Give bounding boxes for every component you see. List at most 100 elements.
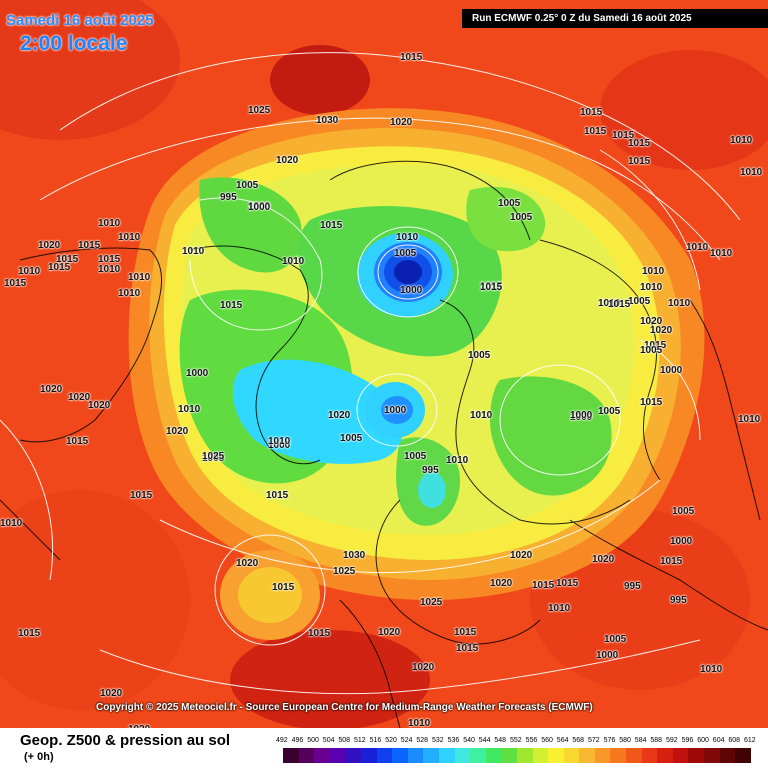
isobar-label: 1015: [98, 254, 121, 265]
colorbar-swatch: [657, 748, 673, 763]
isobar-label: 1000: [248, 201, 271, 212]
colorbar-swatch: [298, 748, 315, 763]
colorbar-swatch: [376, 748, 393, 763]
colorbar-swatch: [470, 748, 486, 763]
isobar-label: 1010: [738, 414, 761, 425]
isobar-label: 1015: [456, 643, 479, 654]
isobar-label: 1010: [118, 232, 141, 243]
map-date: Samedi 16 août 2025: [6, 12, 154, 29]
weather-map: 1015 1025 1030 1020 1020 1015 1015 1015 1015 1010…: [0, 0, 768, 728]
isobar-label: 1010: [598, 298, 621, 309]
colorbar-swatch: [516, 748, 533, 763]
isobar-label: 1025: [248, 105, 271, 116]
legend-tick-label: 536: [447, 737, 460, 744]
legend-tick-label: 528: [416, 737, 429, 744]
colorbar-swatch: [407, 748, 424, 763]
isobar-label: 1015: [628, 156, 651, 167]
legend-tick-label: 492: [276, 737, 288, 744]
isobar-label: 1020: [128, 724, 150, 728]
isobar-label: 1010: [396, 232, 419, 243]
colorbar-swatch: [360, 748, 377, 763]
isobar-label: 1015: [272, 582, 295, 593]
isobar-label: 1010: [178, 404, 201, 415]
isobar-label: 1015: [580, 107, 603, 118]
colorbar-swatch: [314, 748, 330, 763]
colorbar-swatch: [283, 748, 299, 763]
legend-tick-label: 568: [572, 737, 585, 744]
legend-tick-label: 516: [369, 737, 382, 744]
isobar-label: 1010: [282, 256, 305, 267]
isobar-label: 1015: [608, 299, 631, 310]
isobar-label: 1015: [220, 300, 243, 311]
colorbar-swatch: [579, 748, 595, 763]
isobar-label: 1010: [446, 455, 469, 466]
colorbar-swatch: [454, 748, 471, 763]
coastlines: [0, 160, 768, 728]
isobar-label: 1015: [66, 436, 89, 447]
isobar-label: 1010: [700, 664, 723, 675]
run-info: Run ECMWF 0.25° 0 Z du Samedi 16 août 20…: [462, 9, 768, 28]
copyright-notice: Copyright © 2025 Meteociel.fr - Source E…: [96, 702, 593, 713]
colorbar-swatch: [641, 748, 658, 763]
legend-tick-label: 524: [400, 737, 413, 744]
isobar-label: 1015: [130, 490, 153, 501]
legend-subtitle: (+ 0h): [24, 751, 54, 763]
isobar-label: 1020: [38, 240, 61, 251]
isobar-label: 1010: [686, 242, 709, 253]
colorbar-swatch: [594, 748, 611, 763]
isobar-label: 1015: [454, 627, 477, 638]
colorbar-swatch: [532, 748, 549, 763]
geopotential-field: [0, 0, 768, 728]
isobar-label: 1010: [548, 603, 571, 614]
colorbar-swatch: [704, 748, 720, 763]
legend-tick-label: 600: [697, 737, 709, 744]
colorbar-swatch: [563, 748, 580, 763]
isobar-label: 1010: [182, 246, 205, 257]
colorbar-swatch: [423, 748, 439, 763]
isobar-label: 1010: [18, 266, 41, 277]
colorbar-swatch: [626, 748, 642, 763]
isobar-label: 1015: [266, 490, 289, 501]
isobar-label: 1005: [498, 198, 521, 209]
colorbar-swatch: [485, 748, 502, 763]
isobar-label: 1020: [592, 554, 615, 565]
isobar-label: 1010: [268, 436, 291, 447]
isobar-label: 995: [670, 595, 687, 606]
isobar-label: 1025: [333, 566, 356, 577]
isobar-label: 1005: [640, 345, 663, 356]
isobar-label: 995: [624, 581, 641, 592]
legend-tick-label: 604: [712, 737, 725, 744]
isobar-label: 1010: [668, 298, 691, 309]
isobar-label: 1020: [490, 578, 513, 589]
colorbar-swatch: [735, 748, 751, 763]
isobar-label: 1010: [128, 272, 151, 283]
isobar-label: 1015: [532, 580, 555, 591]
colorbar-swatch: [345, 748, 361, 763]
isobar-label: 1015: [660, 556, 683, 567]
isobar-label: 1015: [556, 578, 579, 589]
isobar-label: 1020: [640, 316, 663, 327]
isobar-label: 1005: [394, 248, 417, 259]
isobar-label: 995: [422, 465, 439, 476]
isobar-label: 1005: [340, 433, 363, 444]
legend-tick-label: 564: [556, 737, 569, 744]
isobar-label: 1010: [0, 518, 23, 529]
isobar-label: 1030: [343, 550, 366, 561]
legend-tick-label: 560: [541, 737, 553, 744]
isobar-label: 1010: [118, 288, 141, 299]
isobar-label: 1010: [98, 218, 121, 229]
isobar-label: 995: [220, 192, 237, 203]
isobar-label: 1015: [400, 52, 423, 63]
colorbar-swatch: [438, 748, 455, 763]
isobar-label: 1010: [408, 718, 431, 728]
isobar-label: 1020: [378, 627, 401, 638]
legend-tick-label: 608: [728, 737, 741, 744]
colorbar-swatch: [329, 748, 346, 763]
isobar-label: 1005: [672, 506, 695, 517]
isobar-label: 1015: [78, 240, 101, 251]
colorbar-swatch: [548, 748, 564, 763]
legend-tick-label: 520: [385, 737, 397, 744]
legend-tick-label: 556: [525, 737, 538, 744]
isobar-label: 1015: [612, 130, 635, 141]
isobar-label: 1015: [644, 340, 667, 351]
